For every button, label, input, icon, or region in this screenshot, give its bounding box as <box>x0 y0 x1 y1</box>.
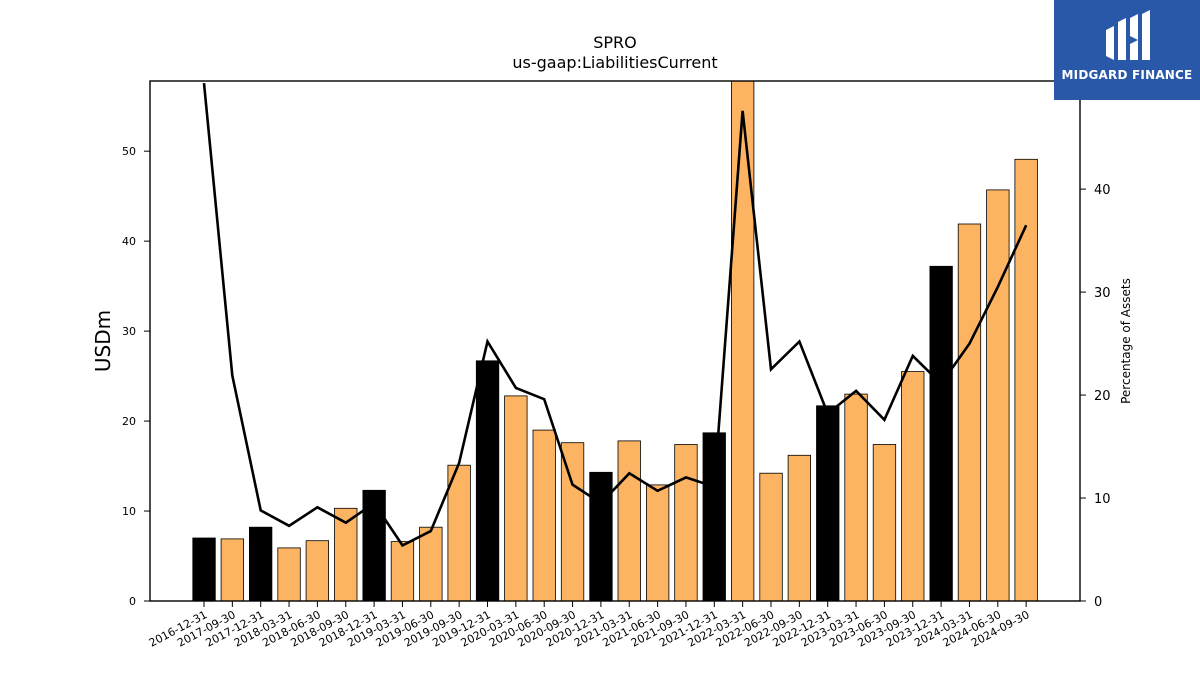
bar <box>504 395 528 602</box>
plot-frame <box>149 80 1081 602</box>
bar <box>617 440 641 602</box>
bar <box>872 444 897 602</box>
bar <box>816 405 840 602</box>
bar <box>362 489 386 602</box>
y2-tick-label: 20 <box>1094 389 1111 404</box>
bar <box>589 471 613 602</box>
bar <box>305 540 330 602</box>
bar <box>702 432 726 602</box>
bar <box>731 80 755 602</box>
bar <box>220 538 245 602</box>
bar <box>390 541 415 602</box>
y-tick-label: 20 <box>122 415 136 428</box>
y2-tick-label: 40 <box>1094 183 1111 198</box>
y-tick-label: 50 <box>122 145 136 158</box>
bar <box>192 537 216 602</box>
bar <box>986 189 1010 602</box>
bar <box>901 371 925 602</box>
bar <box>475 360 500 602</box>
bar <box>844 393 868 602</box>
brand-logo: MIDGARD FINANCE <box>1054 0 1200 100</box>
bar <box>929 265 953 602</box>
y2-tick-label: 0 <box>1094 595 1102 610</box>
y-tick-label: 30 <box>122 325 136 338</box>
brand-name: MIDGARD FINANCE <box>1061 68 1193 82</box>
y-tick-label: 0 <box>129 595 136 608</box>
y2-tick-label: 30 <box>1094 286 1111 301</box>
chart-subtitle: us-gaap:LiabilitiesCurrent <box>512 53 717 72</box>
y2-tick-label: 10 <box>1094 492 1111 507</box>
y-tick-label: 10 <box>122 505 136 518</box>
bar <box>759 472 783 602</box>
bar <box>447 464 471 602</box>
bar <box>787 454 811 602</box>
bar <box>646 484 670 602</box>
percentage-line <box>202 82 1028 548</box>
bar <box>248 526 273 602</box>
bar <box>532 429 556 602</box>
bar <box>419 526 443 602</box>
logo-mark-icon <box>1106 10 1150 60</box>
bar <box>277 547 301 602</box>
chart-title: SPRO <box>593 33 637 52</box>
y2-axis-label: Percentage of Assets <box>1119 278 1133 404</box>
bar <box>560 442 585 602</box>
y-tick-label: 40 <box>122 235 136 248</box>
bar <box>674 444 698 602</box>
y-axis-label: USDm <box>91 310 115 372</box>
bar <box>957 223 982 602</box>
